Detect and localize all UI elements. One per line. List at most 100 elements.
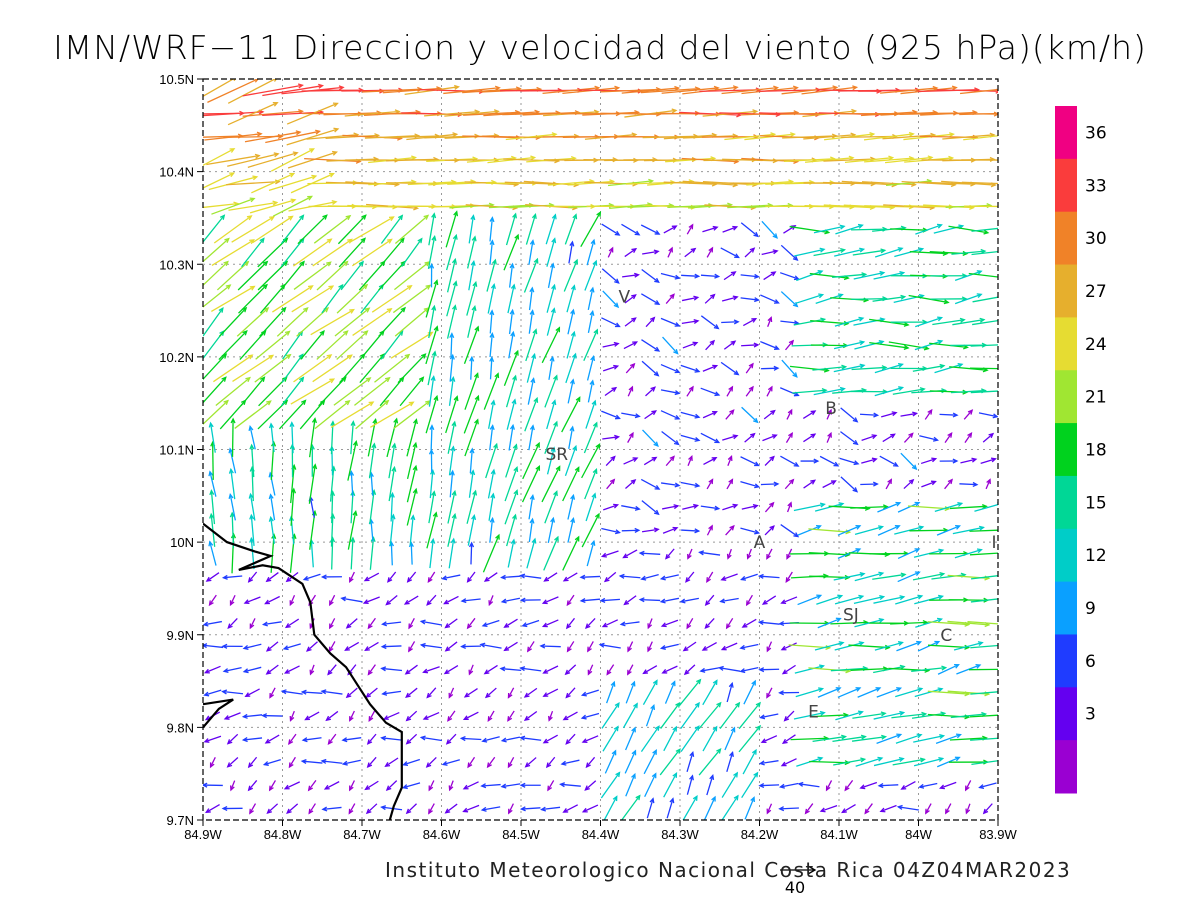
wind-vector-shaft	[892, 758, 925, 766]
wind-vector-shaft	[898, 806, 919, 811]
wind-vector-head	[368, 401, 375, 407]
wind-vector	[408, 618, 415, 630]
wind-vector-shaft	[848, 644, 890, 649]
wind-vector-head	[372, 417, 378, 424]
wind-vector-shaft	[700, 315, 719, 329]
wind-vector-shaft	[665, 157, 715, 163]
wind-vector-shaft	[640, 224, 660, 235]
wind-vector	[624, 726, 636, 751]
wind-vector-shaft	[249, 199, 296, 214]
wind-vector	[964, 780, 972, 792]
wind-vector	[914, 594, 944, 605]
wind-vector-shaft	[447, 514, 456, 547]
wind-vector-shaft	[861, 181, 916, 186]
wind-vector-shaft	[385, 595, 398, 605]
wind-vector-head	[824, 229, 831, 235]
wind-vector-head	[481, 737, 488, 743]
wind-vector-head	[976, 270, 983, 275]
wind-vector-shaft	[584, 469, 598, 500]
wind-vector	[334, 307, 371, 337]
wind-vector-head	[503, 646, 510, 652]
wind-vector	[564, 213, 578, 245]
wind-vector-shaft	[290, 465, 295, 504]
wind-vector-head	[1004, 622, 1008, 626]
wind-vector-head	[229, 172, 236, 178]
wind-vector	[720, 573, 738, 581]
wind-vector-shaft	[605, 456, 616, 466]
wind-vector	[385, 595, 398, 606]
wind-vector-head	[308, 808, 314, 815]
wind-vector	[660, 701, 681, 729]
wind-vector-shaft	[367, 733, 377, 745]
wind-vector	[463, 394, 480, 434]
wind-vector-shaft	[641, 500, 659, 515]
wind-vector	[927, 644, 971, 650]
wind-vector-shaft	[662, 665, 678, 674]
wind-vector	[663, 772, 678, 798]
wind-vector	[939, 458, 959, 464]
wind-vector-head	[712, 364, 719, 370]
wind-vector	[642, 665, 658, 675]
wind-vector-shaft	[251, 172, 295, 194]
wind-vector	[802, 410, 817, 419]
wind-vector-shaft	[645, 705, 655, 727]
wind-vector-head	[405, 715, 412, 722]
wind-vector-head	[843, 320, 850, 326]
wind-vector	[205, 572, 220, 582]
wind-vector	[764, 525, 775, 536]
wind-vector-head	[289, 172, 296, 178]
lat-tick-label: 9.8N	[167, 720, 194, 735]
wind-vector-head	[397, 214, 404, 221]
wind-vector	[580, 712, 600, 720]
wind-vector-head	[1003, 667, 1007, 671]
wind-vector	[584, 468, 598, 500]
wind-vector-shaft	[426, 756, 437, 768]
wind-vector	[917, 640, 941, 652]
wind-vector	[368, 442, 377, 479]
wind-vector	[546, 399, 557, 430]
wind-vector	[227, 79, 278, 104]
wind-vector	[280, 237, 305, 268]
wind-vector-shaft	[308, 418, 316, 458]
wind-vector-shaft	[814, 641, 844, 651]
wind-vector-head	[767, 316, 773, 323]
wind-vector-head	[759, 714, 766, 720]
wind-vector	[740, 527, 761, 535]
wind-vector	[264, 595, 280, 605]
wind-vector-shaft	[384, 135, 439, 139]
wind-vector-head	[226, 739, 233, 745]
wind-vector-head	[470, 259, 476, 266]
wind-vector	[507, 283, 516, 314]
wind-vector	[562, 466, 580, 502]
wind-vector	[965, 803, 971, 815]
wind-vector-shaft	[802, 410, 816, 419]
wind-vector	[896, 804, 919, 811]
wind-vector-shaft	[563, 711, 578, 721]
wind-vector-head	[519, 597, 526, 603]
wind-vector	[663, 225, 678, 234]
wind-vector-shaft	[525, 757, 537, 768]
wind-vector-head	[487, 716, 493, 722]
wind-vector-shaft	[954, 293, 982, 305]
wind-vector-head	[510, 538, 516, 545]
wind-vector-shaft	[760, 483, 778, 486]
wind-vector	[394, 261, 431, 291]
wind-vector-head	[739, 668, 746, 674]
wind-vector-shaft	[341, 597, 363, 603]
wind-vector-head	[549, 355, 555, 362]
wind-vector-head	[262, 761, 269, 766]
wind-vector	[541, 596, 559, 605]
wind-vector-shaft	[897, 502, 920, 513]
wind-vector-head	[683, 669, 690, 676]
wind-vector-head	[780, 599, 787, 605]
wind-vector-head	[897, 641, 904, 646]
wind-vector-head	[265, 576, 272, 583]
wind-vector-shaft	[740, 481, 759, 488]
wind-vector-shaft	[830, 621, 868, 625]
wind-vector	[484, 687, 497, 699]
wind-vector-head	[642, 669, 649, 675]
wind-vector	[540, 806, 561, 812]
wind-vector-shaft	[544, 491, 558, 524]
wind-vector-head	[818, 293, 825, 299]
wind-vector	[722, 503, 739, 511]
